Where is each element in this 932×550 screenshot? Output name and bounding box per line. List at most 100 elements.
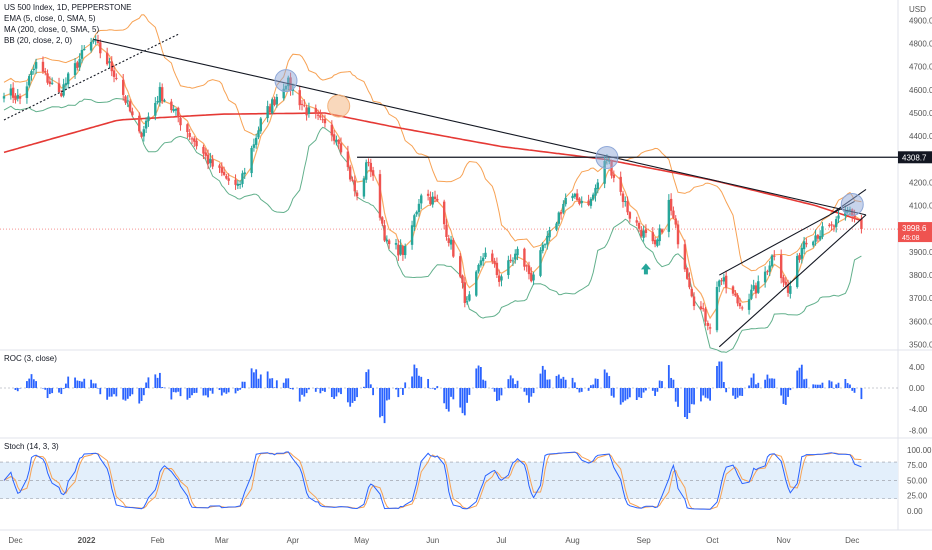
roc-bar <box>211 388 214 394</box>
candle-body <box>32 68 36 71</box>
candle-body <box>92 40 95 42</box>
markers <box>274 69 864 275</box>
candle-body <box>332 134 336 141</box>
candle-body <box>578 198 581 204</box>
candle-body <box>656 239 659 246</box>
roc-bar <box>849 384 851 388</box>
candle-body <box>50 82 54 84</box>
candle-body <box>305 107 308 116</box>
candle-body <box>690 288 693 297</box>
candle-body <box>420 195 423 204</box>
roc-bar <box>828 380 831 388</box>
candle-body <box>238 183 242 185</box>
roc-bar <box>693 388 695 405</box>
roc-bar <box>498 388 501 401</box>
candle-body <box>78 59 81 68</box>
candle-body <box>814 235 817 242</box>
candle-body <box>516 248 519 256</box>
roc-bar <box>606 372 608 388</box>
roc-bar <box>140 388 143 401</box>
roc-bar <box>835 384 838 388</box>
roc-bar <box>14 388 17 390</box>
stoch-tick-label: 50.00 <box>907 476 928 485</box>
roc-bar <box>42 388 44 389</box>
candle-body <box>30 71 33 76</box>
candle-body <box>362 178 366 197</box>
candle-body <box>530 272 533 282</box>
candle-body <box>754 285 758 294</box>
candle-body <box>752 285 755 290</box>
candle-body <box>275 96 279 105</box>
candle-body <box>204 152 207 156</box>
candle-body <box>704 308 707 322</box>
roc-bar <box>821 382 824 388</box>
chart-title: US 500 Index, 1D, PEPPERSTONE <box>4 3 132 12</box>
candle-body <box>163 100 166 102</box>
candle-body <box>394 243 398 245</box>
candle-body <box>507 260 510 276</box>
time-tick-label: Dec <box>845 536 859 545</box>
candle-body <box>46 73 49 83</box>
candle-body <box>367 161 370 163</box>
roc-bar <box>796 370 799 388</box>
roc-bar <box>99 388 102 395</box>
roc-bar <box>764 379 767 388</box>
candle-body <box>525 265 528 267</box>
roc-bar <box>431 388 434 389</box>
roc-bar <box>651 388 654 391</box>
stoch-tick-label: 75.00 <box>907 461 928 470</box>
candle-body <box>266 106 269 119</box>
roc-bar <box>757 382 760 388</box>
candle-body <box>676 224 680 245</box>
candle-body <box>688 278 691 288</box>
roc-bar <box>381 388 384 417</box>
roc-bar <box>844 378 847 388</box>
roc-bar <box>603 369 606 388</box>
candle-body <box>401 246 405 256</box>
roc-bar <box>578 388 581 393</box>
main-panel-bg <box>0 0 897 349</box>
roc-bar <box>289 388 292 390</box>
roc-bar <box>814 384 817 388</box>
candle-body <box>720 280 723 282</box>
roc-bar <box>275 380 278 388</box>
candle-body <box>706 322 710 326</box>
candle-body <box>828 224 831 226</box>
roc-bar <box>207 388 209 398</box>
candle-body <box>853 214 856 219</box>
roc-bar <box>35 381 37 388</box>
candle-body <box>140 132 143 137</box>
candle-body <box>805 242 808 245</box>
stoch-tick-label: 25.00 <box>907 492 928 501</box>
candle-body <box>209 158 212 164</box>
candle-body <box>417 203 421 213</box>
roc-bar <box>67 376 70 388</box>
candle-body <box>383 225 386 241</box>
roc-bar <box>541 365 544 388</box>
roc-bar <box>594 378 597 388</box>
roc-bar <box>191 388 193 396</box>
roc-bar <box>241 381 244 388</box>
candle-body <box>628 212 632 219</box>
stoch-tick-label: 0.00 <box>907 507 923 516</box>
price-tick-label: 3600.0 <box>909 317 932 326</box>
roc-bar <box>463 388 466 416</box>
roc-bar <box>266 371 269 388</box>
roc-bar <box>413 364 416 388</box>
candle-body <box>766 271 769 273</box>
candle-body <box>523 248 526 267</box>
roc-bar <box>220 388 223 396</box>
roc-bar <box>145 382 148 388</box>
candle-body <box>131 111 134 116</box>
candle-body <box>479 260 483 266</box>
roc-bar <box>177 388 180 392</box>
roc-bar <box>560 378 562 388</box>
roc-bar <box>415 368 418 388</box>
roc-bar <box>812 384 815 388</box>
candle-body <box>468 294 471 301</box>
roc-bar <box>667 365 670 388</box>
roc-bar <box>239 388 242 390</box>
roc-bar <box>44 388 47 390</box>
roc-bar <box>427 378 430 388</box>
candle-body <box>736 295 739 304</box>
